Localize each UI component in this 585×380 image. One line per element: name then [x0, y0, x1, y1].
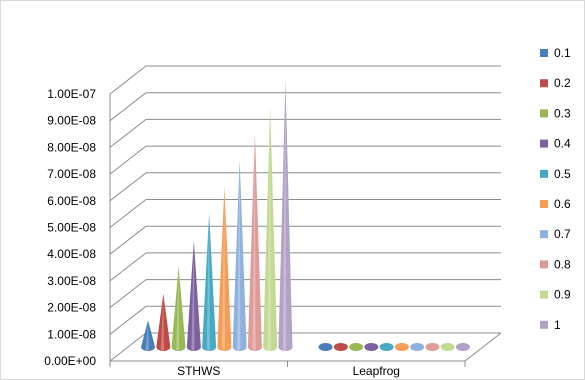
- cone-bar: [440, 343, 455, 351]
- cone-bar: [410, 343, 425, 351]
- cone-bar: [232, 160, 247, 351]
- cone-bar: [425, 343, 440, 351]
- legend-swatch: [540, 79, 548, 88]
- legend-label: 0.8: [554, 257, 571, 271]
- legend-swatch: [540, 109, 548, 118]
- x-category-label: STHWS: [177, 364, 220, 378]
- cone-bar: [278, 80, 293, 351]
- legend: 0.1 0.2 0.3 0.4 0.5 0.6 0.7 0.8 0.9 1: [540, 46, 571, 332]
- legend-label: 0.5: [554, 167, 571, 181]
- cone-bar: [263, 106, 278, 351]
- legend-label: 0.9: [554, 288, 571, 302]
- legend-label: 0.3: [554, 106, 571, 120]
- gridline-side: [109, 332, 147, 362]
- y-tick-label: 6.00E-08: [47, 194, 96, 208]
- cone-bar: [171, 266, 186, 351]
- floor-right-edge: [464, 332, 502, 362]
- gridline-side: [109, 225, 147, 255]
- cone-bar: [455, 343, 470, 351]
- legend-swatch: [540, 139, 548, 148]
- gridline-side: [109, 252, 147, 282]
- y-tick-label: 2.00E-08: [47, 301, 96, 315]
- legend-item: 0.9: [540, 288, 571, 302]
- legend-item: 0.1: [540, 46, 571, 60]
- x-category-label: Leapfrog: [353, 364, 400, 378]
- cone-bar: [318, 343, 333, 351]
- cone-bar: [202, 213, 217, 351]
- legend-swatch: [540, 320, 548, 329]
- cone-bar: [247, 133, 262, 351]
- legend-swatch: [540, 230, 548, 239]
- cone-bar: [333, 343, 348, 351]
- y-tick-label: 1.00E-08: [47, 327, 96, 341]
- legend-item: 0.7: [540, 227, 571, 241]
- legend-swatch: [540, 169, 548, 178]
- legend-label: 0.6: [554, 197, 571, 211]
- gridline-side: [109, 172, 147, 202]
- gridline-side: [109, 145, 147, 175]
- legend-item: 0.3: [540, 106, 571, 120]
- cone-bar: [364, 343, 379, 351]
- legend-swatch: [540, 290, 548, 299]
- legend-swatch: [540, 200, 548, 208]
- cone-bar: [186, 240, 201, 351]
- cone-bar: [394, 343, 409, 351]
- y-tick-label: 5.00E-08: [47, 221, 96, 235]
- legend-swatch: [540, 49, 548, 57]
- cone-bar: [217, 186, 232, 351]
- cone-bar: [349, 343, 364, 351]
- legend-label: 0.2: [554, 76, 571, 90]
- y-axis-tick-labels: 0.00E+00 1.00E-08 2.00E-08 3.00E-08 4.00E-08…: [44, 87, 96, 368]
- legend-label: 0.4: [554, 137, 571, 151]
- gridline-side: [109, 119, 147, 148]
- y-tick-label: 4.00E-08: [47, 247, 96, 261]
- cone-bars: [141, 80, 470, 351]
- x-axis-category-labels: STHWS Leapfrog: [177, 364, 400, 378]
- cone-bar: [156, 293, 171, 351]
- y-tick-label: 9.00E-08: [47, 114, 96, 128]
- legend-item: 0.8: [540, 257, 571, 271]
- legend-item: 0.6: [540, 197, 571, 211]
- legend-swatch: [540, 260, 548, 269]
- gridline-side: [109, 92, 147, 122]
- y-tick-label: 8.00E-08: [47, 140, 96, 154]
- gridline-side: [109, 279, 147, 308]
- legend-label: 0.7: [554, 227, 571, 241]
- gridline-side: [109, 199, 147, 228]
- legend-item: 0.5: [540, 167, 571, 181]
- legend-label: 0.1: [554, 46, 571, 60]
- legend-label: 1: [554, 318, 561, 332]
- cone-bar: [379, 343, 394, 351]
- y-tick-label: 7.00E-08: [47, 167, 96, 181]
- gridline-side: [109, 65, 147, 95]
- gridline-side: [109, 305, 147, 335]
- cone-bar: [141, 320, 156, 351]
- y-tick-label: 1.00E-07: [47, 87, 96, 101]
- legend-item: 1: [540, 318, 561, 332]
- y-tick-label: 0.00E+00: [44, 354, 96, 368]
- y-tick-label: 3.00E-08: [47, 274, 96, 288]
- legend-item: 0.4: [540, 137, 571, 151]
- legend-item: 0.2: [540, 76, 571, 90]
